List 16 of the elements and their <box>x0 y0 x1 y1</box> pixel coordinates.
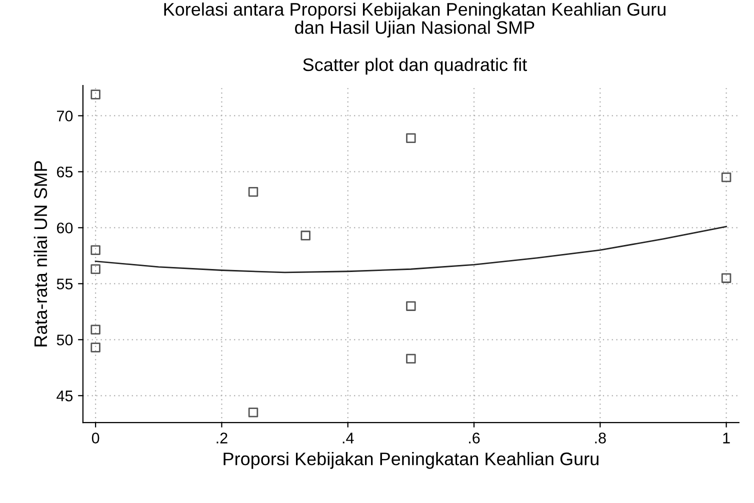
y-tick-label: 45 <box>56 390 73 402</box>
y-axis-title: Rata-rata nilai UN SMP <box>34 161 48 346</box>
y-tick-label: 60 <box>57 222 73 234</box>
y-tick-label: 55 <box>56 278 73 290</box>
x-tick-label: .2 <box>216 432 228 444</box>
x-axis-title: Proporsi Kebijakan Peningkatan Keahlian Guru <box>224 452 598 469</box>
x-tick-label: 1 <box>723 432 730 444</box>
x-tick-label: 0 <box>92 432 100 444</box>
x-tick-label: .4 <box>342 432 354 444</box>
chart-title: Korelasi antara Proporsi Kebijakan Peningkatan Keahlian Guru dan Hasil Ujian Nasional SMP <box>164 2 666 38</box>
y-tick-label: 70 <box>57 110 73 122</box>
y-tick-label: 50 <box>56 334 73 346</box>
x-tick-label: .6 <box>469 432 480 444</box>
x-tick-label: .8 <box>595 432 606 444</box>
y-tick-label: 65 <box>57 166 73 178</box>
chart-subtitle: Scatter plot dan quadratic fit <box>303 58 527 75</box>
